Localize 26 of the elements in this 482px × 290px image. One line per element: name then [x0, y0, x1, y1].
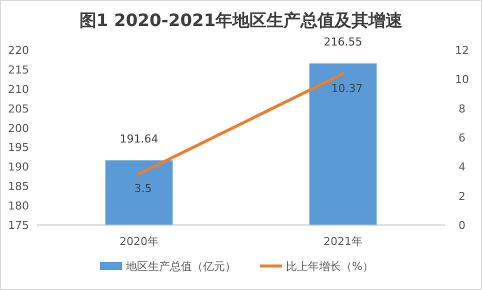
y2-tick-label: 2 [458, 190, 466, 203]
chart-title: 图1 2020-2021年地区生产总值及其增速 [79, 11, 403, 31]
data-label: 10.37 [331, 82, 363, 95]
legend-label: 比上年增长（%） [286, 260, 374, 273]
y-tick-label: 210 [8, 82, 29, 96]
y2-tick-label: 0 [458, 219, 466, 232]
x-tick-label: 2021年 [324, 235, 362, 248]
y-tick-label: 215 [8, 63, 29, 76]
legend-label: 地区生产总值（亿元） [125, 260, 236, 273]
y-tick-label: 185 [8, 180, 29, 194]
y-tick-label: 220 [8, 44, 29, 57]
y2-tick-label: 6 [458, 132, 466, 144]
data-label: 191.64 [120, 132, 158, 146]
y2-tick-label: 12 [455, 44, 469, 57]
data-label: 216.55 [324, 35, 362, 48]
y2-tick-label: 8 [458, 102, 466, 116]
y-tick-label: 205 [8, 102, 29, 116]
y-tick-label: 190 [8, 160, 29, 174]
y2-tick-label: 10 [455, 73, 469, 86]
y-tick-label: 180 [8, 200, 29, 213]
y-tick-label: 195 [8, 141, 29, 154]
x-tick-label: 2020年 [120, 235, 158, 248]
data-label: 3.5 [134, 182, 152, 195]
y-tick-label: 200 [8, 122, 29, 135]
y-tick-label: 175 [8, 219, 29, 232]
y2-tick-label: 4 [458, 160, 466, 174]
